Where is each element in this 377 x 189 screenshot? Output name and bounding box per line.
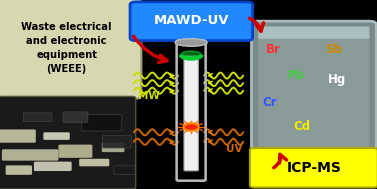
Text: Pb: Pb [287, 69, 305, 82]
Text: Waste electrical
and electronic
equipment
(WEEE): Waste electrical and electronic equipmen… [21, 22, 112, 74]
Text: MAWD-UV: MAWD-UV [153, 14, 229, 27]
Text: ICP-MS: ICP-MS [287, 161, 342, 175]
FancyBboxPatch shape [82, 115, 122, 131]
FancyBboxPatch shape [258, 26, 369, 39]
FancyBboxPatch shape [79, 159, 109, 166]
Text: Cd: Cd [293, 120, 310, 133]
FancyBboxPatch shape [184, 56, 198, 171]
FancyBboxPatch shape [103, 136, 131, 148]
Text: Br: Br [266, 43, 281, 56]
FancyBboxPatch shape [0, 0, 141, 99]
FancyBboxPatch shape [102, 143, 124, 152]
FancyBboxPatch shape [2, 149, 58, 161]
Text: Hg: Hg [328, 73, 346, 86]
FancyBboxPatch shape [0, 96, 136, 189]
FancyBboxPatch shape [250, 148, 377, 187]
FancyBboxPatch shape [58, 145, 92, 158]
Circle shape [184, 123, 199, 131]
Text: Sb: Sb [325, 43, 342, 56]
Ellipse shape [181, 51, 201, 59]
Text: Cr: Cr [262, 96, 277, 108]
FancyBboxPatch shape [23, 113, 52, 122]
FancyBboxPatch shape [258, 36, 369, 170]
Text: UV: UV [226, 144, 243, 154]
FancyBboxPatch shape [34, 162, 72, 171]
FancyBboxPatch shape [0, 129, 36, 143]
FancyBboxPatch shape [63, 112, 88, 122]
Text: MW: MW [138, 91, 159, 101]
FancyBboxPatch shape [130, 2, 253, 41]
Ellipse shape [175, 39, 207, 46]
FancyBboxPatch shape [114, 166, 135, 174]
FancyBboxPatch shape [43, 132, 70, 140]
FancyBboxPatch shape [251, 21, 376, 174]
FancyBboxPatch shape [6, 165, 32, 175]
